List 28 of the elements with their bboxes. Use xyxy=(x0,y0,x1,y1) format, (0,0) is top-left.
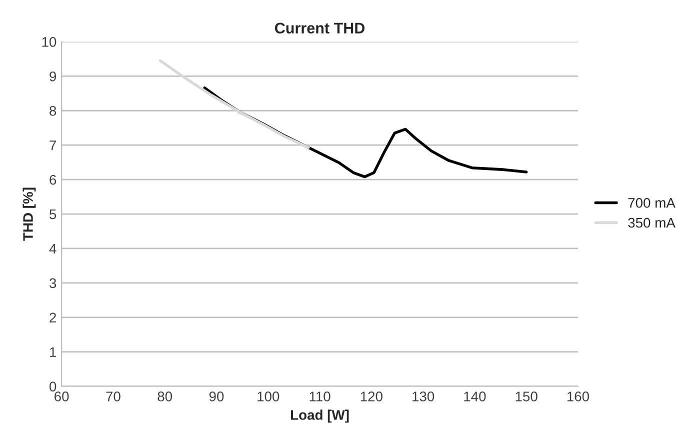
x-tick-label: 120 xyxy=(360,392,382,402)
x-tick-label: 140 xyxy=(464,392,486,402)
y-tick-label: 0 xyxy=(50,382,56,392)
legend-label: 350 mA xyxy=(628,218,676,228)
y-tick-label: 10 xyxy=(42,37,56,47)
y-tick-label: 4 xyxy=(49,244,56,254)
x-axis-title: Load [W] xyxy=(291,410,349,423)
x-tick-label: 100 xyxy=(258,392,280,402)
y-tick-label: 8 xyxy=(50,106,56,116)
y-tick-label: 9 xyxy=(50,72,56,82)
x-tick-label: 70 xyxy=(106,392,120,402)
chart-title: Current THD xyxy=(274,22,365,34)
y-tick-label: 5 xyxy=(50,209,56,220)
x-tick-label: 60 xyxy=(54,392,69,402)
x-tick-label: 130 xyxy=(412,392,434,402)
y-tick-label: 3 xyxy=(50,278,56,288)
x-tick-label: 90 xyxy=(209,392,224,402)
y-axis-title: THD [%] xyxy=(22,188,36,241)
x-tick-label: 160 xyxy=(567,392,590,402)
x-tick-label: 110 xyxy=(310,392,330,402)
y-tick-label: 1 xyxy=(50,347,56,357)
y-tick-label: 2 xyxy=(50,312,56,322)
x-tick-label: 80 xyxy=(158,392,172,402)
legend-label: 700 mA xyxy=(628,198,676,208)
x-tick-label: 150 xyxy=(516,392,538,402)
y-tick-label: 6 xyxy=(50,174,56,185)
y-tick-label: 7 xyxy=(50,140,56,150)
line-series xyxy=(158,59,310,149)
